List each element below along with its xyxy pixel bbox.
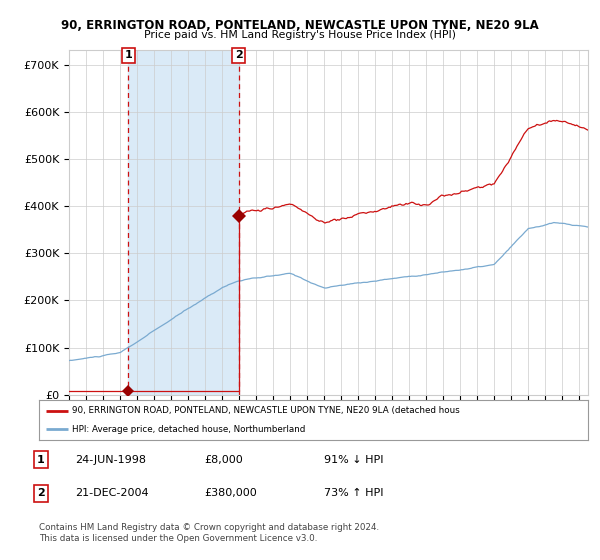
Text: 2: 2: [37, 488, 44, 498]
Text: 90, ERRINGTON ROAD, PONTELAND, NEWCASTLE UPON TYNE, NE20 9LA (detached hous: 90, ERRINGTON ROAD, PONTELAND, NEWCASTLE…: [72, 407, 460, 416]
Text: 21-DEC-2004: 21-DEC-2004: [75, 488, 149, 498]
Text: HPI: Average price, detached house, Northumberland: HPI: Average price, detached house, Nort…: [72, 424, 305, 433]
Text: 91% ↓ HPI: 91% ↓ HPI: [324, 455, 383, 465]
Text: £380,000: £380,000: [204, 488, 257, 498]
Bar: [128, 50, 239, 395]
Text: 73% ↑ HPI: 73% ↑ HPI: [324, 488, 383, 498]
Text: 24-JUN-1998: 24-JUN-1998: [75, 455, 146, 465]
Text: 1: 1: [37, 455, 44, 465]
Text: £8,000: £8,000: [204, 455, 243, 465]
Text: Contains HM Land Registry data © Crown copyright and database right 2024.
This d: Contains HM Land Registry data © Crown c…: [39, 524, 379, 543]
Text: Price paid vs. HM Land Registry's House Price Index (HPI): Price paid vs. HM Land Registry's House …: [144, 30, 456, 40]
Text: 90, ERRINGTON ROAD, PONTELAND, NEWCASTLE UPON TYNE, NE20 9LA: 90, ERRINGTON ROAD, PONTELAND, NEWCASTLE…: [61, 18, 539, 32]
Text: 1: 1: [124, 50, 132, 60]
Text: 2: 2: [235, 50, 242, 60]
